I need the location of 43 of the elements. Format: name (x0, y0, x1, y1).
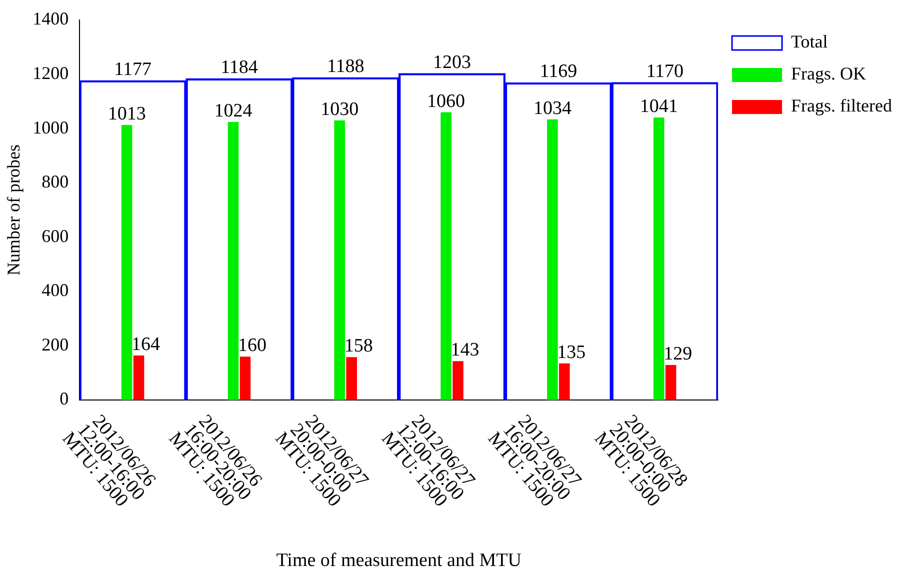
data-label: 1188 (326, 56, 364, 78)
bar (559, 363, 570, 400)
data-label: 164 (132, 334, 161, 355)
y-tick-label: 0 (60, 388, 69, 409)
bar (452, 361, 464, 400)
x-axis-title: Time of measurement and MTU (276, 550, 522, 570)
bar (346, 357, 357, 400)
y-tick-label: 1200 (32, 63, 69, 84)
y-axis-title: Number of probes (4, 144, 24, 276)
y-tick-label: 400 (42, 280, 69, 300)
bar (665, 364, 676, 400)
data-label: 158 (344, 336, 373, 357)
bar (653, 117, 664, 400)
data-label: 143 (450, 340, 480, 361)
data-label: 135 (557, 342, 586, 363)
data-label: 1034 (533, 98, 572, 119)
data-label: 1030 (320, 98, 359, 120)
bar (440, 112, 452, 400)
y-tick-label: 800 (42, 172, 69, 192)
bar (133, 355, 144, 400)
bar (334, 120, 346, 400)
y-tick-label: 1400 (32, 8, 69, 29)
data-label: 1041 (640, 96, 678, 117)
data-label: 1170 (646, 60, 684, 82)
bar (228, 122, 239, 400)
y-tick-label: 600 (42, 226, 69, 246)
bar (240, 356, 251, 400)
y-tick-label: 200 (42, 334, 69, 354)
bar (121, 125, 132, 400)
data-label: 1060 (427, 90, 466, 112)
data-label: 1203 (433, 52, 472, 73)
bar (547, 119, 558, 400)
data-label: 160 (238, 335, 266, 356)
data-label: 1013 (108, 104, 146, 125)
data-label: 1184 (220, 57, 258, 78)
y-tick-label: 1000 (32, 117, 69, 138)
data-label: 1024 (214, 100, 253, 122)
data-label: 1177 (114, 59, 152, 80)
data-label: 129 (664, 343, 692, 364)
legend-label: Total (791, 32, 828, 52)
legend-label: Frags. filtered (791, 96, 892, 116)
legend-label: Frags. OK (791, 64, 866, 84)
data-label: 1169 (540, 61, 578, 82)
